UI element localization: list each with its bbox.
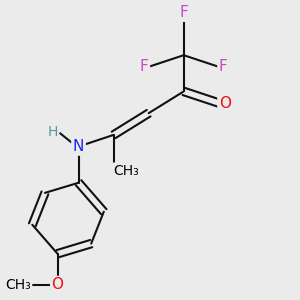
- Text: CH₃: CH₃: [5, 278, 31, 292]
- Text: CH₃: CH₃: [114, 164, 140, 178]
- Text: N: N: [73, 139, 84, 154]
- Text: F: F: [179, 5, 188, 20]
- Text: F: F: [219, 59, 227, 74]
- Text: F: F: [140, 59, 149, 74]
- Text: O: O: [219, 95, 231, 110]
- Text: O: O: [52, 277, 64, 292]
- Text: N: N: [73, 139, 84, 154]
- Text: H: H: [47, 125, 58, 139]
